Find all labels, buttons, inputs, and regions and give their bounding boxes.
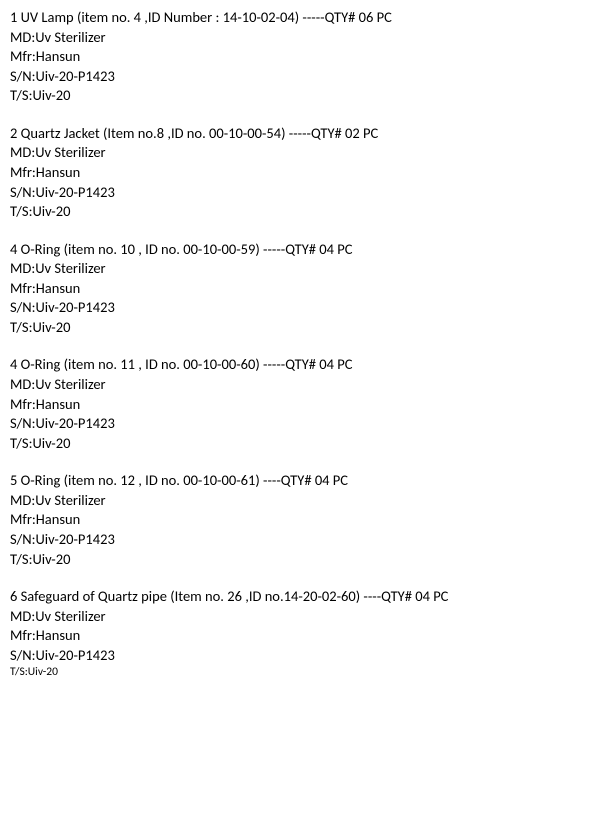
item-md: MD:Uv Sterilizer	[10, 143, 600, 163]
item-ts: T/S:Uiv-20	[10, 202, 600, 222]
item-sn: S/N:Uiv-20-P1423	[10, 414, 600, 434]
item-block: 5 O-Ring (item no. 12 , ID no. 00-10-00-…	[10, 471, 600, 569]
item-ts: T/S:Uiv-20	[10, 434, 600, 454]
item-sn: S/N:Uiv-20-P1423	[10, 298, 600, 318]
item-ts: T/S:Uiv-20	[10, 318, 600, 338]
item-block: 4 O-Ring (item no. 10 , ID no. 00-10-00-…	[10, 240, 600, 338]
item-header: 4 O-Ring (item no. 11 , ID no. 00-10-00-…	[10, 355, 600, 375]
item-md: MD:Uv Sterilizer	[10, 375, 600, 395]
item-header: 1 UV Lamp (item no. 4 ,ID Number : 14-10…	[10, 8, 600, 28]
item-md: MD:Uv Sterilizer	[10, 259, 600, 279]
item-ts: T/S:Uiv-20	[10, 550, 600, 570]
item-mfr: Mfr:Hansun	[10, 395, 600, 415]
item-mfr: Mfr:Hansun	[10, 279, 600, 299]
item-mfr: Mfr:Hansun	[10, 510, 600, 530]
item-mfr: Mfr:Hansun	[10, 47, 600, 67]
item-md: MD:Uv Sterilizer	[10, 607, 600, 627]
item-header: 2 Quartz Jacket (Item no.8 ,ID no. 00-10…	[10, 124, 600, 144]
item-block: 2 Quartz Jacket (Item no.8 ,ID no. 00-10…	[10, 124, 600, 222]
item-sn: S/N:Uiv-20-P1423	[10, 646, 600, 666]
item-header: 6 Safeguard of Quartz pipe (Item no. 26 …	[10, 587, 600, 607]
item-md: MD:Uv Sterilizer	[10, 491, 600, 511]
item-block: 6 Safeguard of Quartz pipe (Item no. 26 …	[10, 587, 600, 681]
item-sn: S/N:Uiv-20-P1423	[10, 67, 600, 87]
item-ts: T/S:Uiv-20	[10, 86, 600, 106]
item-block: 1 UV Lamp (item no. 4 ,ID Number : 14-10…	[10, 8, 600, 106]
item-header: 4 O-Ring (item no. 10 , ID no. 00-10-00-…	[10, 240, 600, 260]
item-block: 4 O-Ring (item no. 11 , ID no. 00-10-00-…	[10, 355, 600, 453]
item-sn: S/N:Uiv-20-P1423	[10, 530, 600, 550]
item-sn: S/N:Uiv-20-P1423	[10, 183, 600, 203]
item-header: 5 O-Ring (item no. 12 , ID no. 00-10-00-…	[10, 471, 600, 491]
item-md: MD:Uv Sterilizer	[10, 28, 600, 48]
item-mfr: Mfr:Hansun	[10, 163, 600, 183]
item-mfr: Mfr:Hansun	[10, 626, 600, 646]
item-ts: T/S:Uiv-20	[10, 665, 600, 681]
